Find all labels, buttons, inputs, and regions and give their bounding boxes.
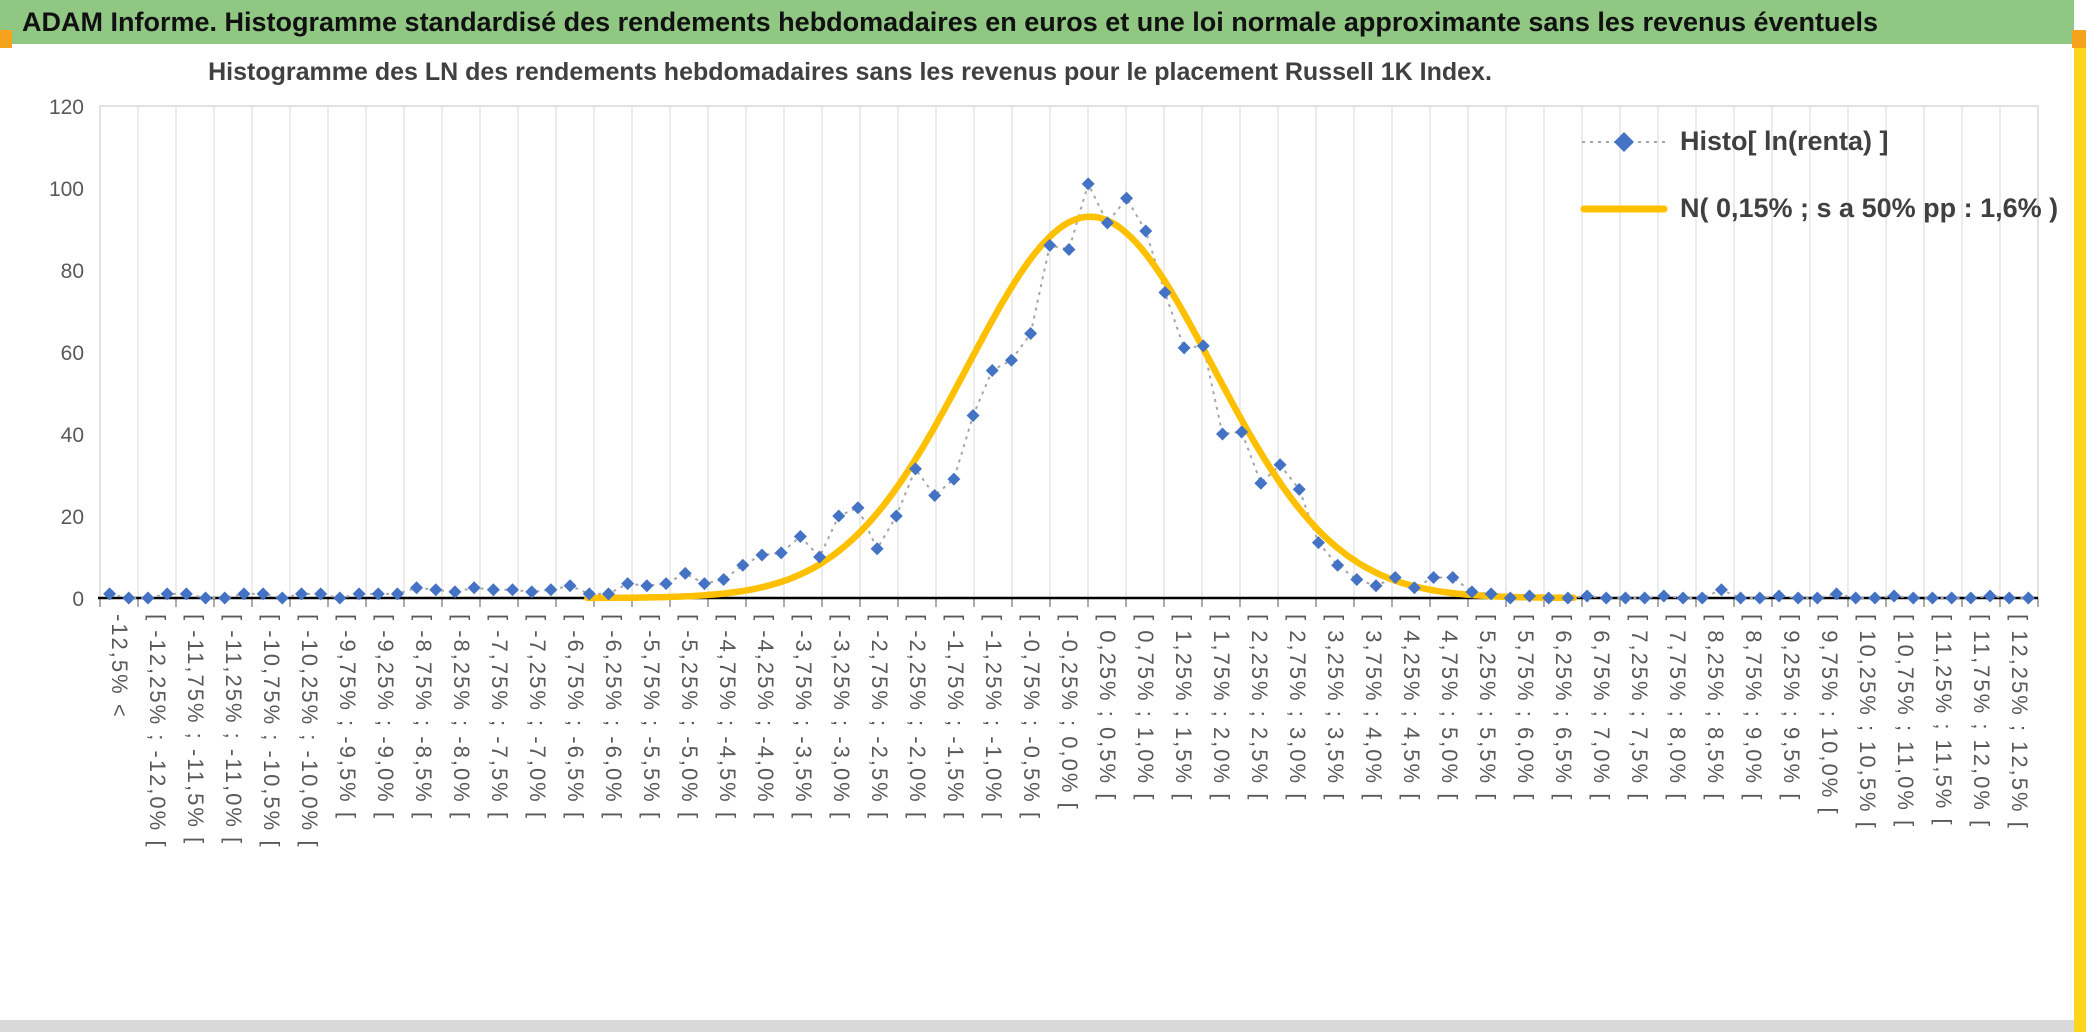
legend-label-normal: N( 0,15% ; s a 50% pp : 1,6% ) [1680,193,2059,223]
svg-text:[ 9,75% ; 10,0% [: [ 9,75% ; 10,0% [ [1817,614,1842,816]
svg-text:[ -0,25% ; 0,0% [: [ -0,25% ; 0,0% [ [1057,614,1082,811]
svg-text:[ 12,25% ; 12,5% [: [ 12,25% ; 12,5% [ [2007,614,2032,830]
svg-text:[ 10,75% ; 11,0% [: [ 10,75% ; 11,0% [ [1893,614,1918,828]
svg-text:[ 0,75% ; 1,0% [: [ 0,75% ; 1,0% [ [1133,614,1158,801]
svg-text:[ -5,25% ; -5,0% [: [ -5,25% ; -5,0% [ [677,614,702,820]
yellow-edge-strip [2074,44,2086,1032]
svg-text:[ -7,25% ; -7,0% [: [ -7,25% ; -7,0% [ [525,614,550,820]
svg-text:120: 120 [49,96,84,119]
svg-text:[ 11,25% ; 11,5% [: [ 11,25% ; 11,5% [ [1931,614,1956,827]
svg-text:80: 80 [61,260,84,283]
svg-text:[ 9,25% ; 9,5% [: [ 9,25% ; 9,5% [ [1779,614,1804,801]
svg-text:[ 3,75% ; 4,0% [: [ 3,75% ; 4,0% [ [1361,614,1386,801]
svg-text:[ -7,75% ; -7,5% [: [ -7,75% ; -7,5% [ [487,614,512,820]
svg-text:[ 1,75% ; 2,0% [: [ 1,75% ; 2,0% [ [1209,614,1234,801]
svg-text:[ 4,25% ; 4,5% [: [ 4,25% ; 4,5% [ [1399,614,1424,801]
svg-text:[ 11,75% ; 12,0% [: [ 11,75% ; 12,0% [ [1969,614,1994,828]
svg-text:[ 6,75% ; 7,0% [: [ 6,75% ; 7,0% [ [1589,614,1614,801]
svg-text:[ -6,75% ; -6,5% [: [ -6,75% ; -6,5% [ [563,614,588,820]
svg-text:[ 1,25% ; 1,5% [: [ 1,25% ; 1,5% [ [1171,614,1196,801]
svg-text:[ -9,75% ; -9,5% [: [ -9,75% ; -9,5% [ [335,614,360,820]
svg-text:40: 40 [61,424,84,447]
orange-accent-right [2072,30,2086,48]
svg-text:[ -3,75% ; -3,5% [: [ -3,75% ; -3,5% [ [791,614,816,820]
chart-title: Histogramme des LN des rendements hebdom… [208,58,1492,86]
legend-label-histogram: Histo[ ln(renta) ] [1680,126,1889,156]
svg-text:[ -10,25% ; -10,0% [: [ -10,25% ; -10,0% [ [297,614,322,848]
svg-text:[ 5,25% ; 5,5% [: [ 5,25% ; 5,5% [ [1475,614,1500,801]
svg-text:20: 20 [61,506,84,529]
svg-text:[ 3,25% ; 3,5% [: [ 3,25% ; 3,5% [ [1323,614,1348,801]
svg-text:[ -11,25% ; -11,0% [: [ -11,25% ; -11,0% [ [221,614,246,845]
normal-series-marker-icon [1580,205,1668,212]
chart-legend: Histo[ ln(renta) ] N( 0,15% ; s a 50% pp… [1580,126,2058,224]
svg-text:0: 0 [72,588,84,611]
legend-entry-histogram[interactable]: Histo[ ln(renta) ] [1580,126,2058,157]
svg-text:[ -2,75% ; -2,5% [: [ -2,75% ; -2,5% [ [867,614,892,820]
svg-text:[ 8,75% ; 9,0% [: [ 8,75% ; 9,0% [ [1741,614,1766,801]
svg-text:[ -8,75% ; -8,5% [: [ -8,75% ; -8,5% [ [411,614,436,820]
svg-text:[ -3,25% ; -3,0% [: [ -3,25% ; -3,0% [ [829,614,854,820]
svg-text:[ -0,75% ; -0,5% [: [ -0,75% ; -0,5% [ [1019,614,1044,820]
svg-text:[ 7,75% ; 8,0% [: [ 7,75% ; 8,0% [ [1665,614,1690,801]
svg-text:[ -6,25% ; -6,0% [: [ -6,25% ; -6,0% [ [601,614,626,820]
orange-accent-left [0,30,12,48]
svg-text:[ 8,25% ; 8,5% [: [ 8,25% ; 8,5% [ [1703,614,1728,801]
svg-text:[ 0,25% ; 0,5% [: [ 0,25% ; 0,5% [ [1095,614,1120,801]
svg-text:[ 10,25% ; 10,5% [: [ 10,25% ; 10,5% [ [1855,614,1880,830]
svg-text:[ -9,25% ; -9,0% [: [ -9,25% ; -9,0% [ [373,614,398,820]
svg-text:[ 7,25% ; 7,5% [: [ 7,25% ; 7,5% [ [1627,614,1652,801]
bottom-edge-strip [0,1020,2074,1032]
svg-text:[ -1,25% ; -1,0% [: [ -1,25% ; -1,0% [ [981,614,1006,820]
svg-text:[ 6,25% ; 6,5% [: [ 6,25% ; 6,5% [ [1551,614,1576,801]
svg-text:[ -5,75% ; -5,5% [: [ -5,75% ; -5,5% [ [639,614,664,820]
legend-entry-normal[interactable]: N( 0,15% ; s a 50% pp : 1,6% ) [1580,193,2058,224]
svg-text:60: 60 [61,342,84,365]
svg-text:[ 5,75% ; 6,0% [: [ 5,75% ; 6,0% [ [1513,614,1538,801]
svg-text:[ -12,25% ; -12,0% [: [ -12,25% ; -12,0% [ [145,614,170,848]
svg-text:[ -4,25% ; -4,0% [: [ -4,25% ; -4,0% [ [753,614,778,820]
svg-text:[ -8,25% ; -8,0% [: [ -8,25% ; -8,0% [ [449,614,474,820]
svg-text:[ 2,25% ; 2,5% [: [ 2,25% ; 2,5% [ [1247,614,1272,801]
svg-text:[ -2,25% ; -2,0% [: [ -2,25% ; -2,0% [ [905,614,930,820]
svg-text:[ -10,75% ; -10,5% [: [ -10,75% ; -10,5% [ [259,614,284,848]
title-bar: ADAM Informe. Histogramme standardisé de… [0,0,2074,44]
svg-text:[ 2,75% ; 3,0% [: [ 2,75% ; 3,0% [ [1285,614,1310,801]
title-bar-text: ADAM Informe. Histogramme standardisé de… [22,6,1879,37]
svg-text:100: 100 [49,178,84,201]
histogram-series-marker-icon [1582,131,1666,152]
svg-text:-12,5% <: -12,5% < [107,614,132,719]
svg-text:[ -4,75% ; -4,5% [: [ -4,75% ; -4,5% [ [715,614,740,820]
svg-text:[ -11,75% ; -11,5% [: [ -11,75% ; -11,5% [ [183,614,208,845]
svg-text:[ -1,75% ; -1,5% [: [ -1,75% ; -1,5% [ [943,614,968,820]
svg-text:[ 4,75% ; 5,0% [: [ 4,75% ; 5,0% [ [1437,614,1462,801]
